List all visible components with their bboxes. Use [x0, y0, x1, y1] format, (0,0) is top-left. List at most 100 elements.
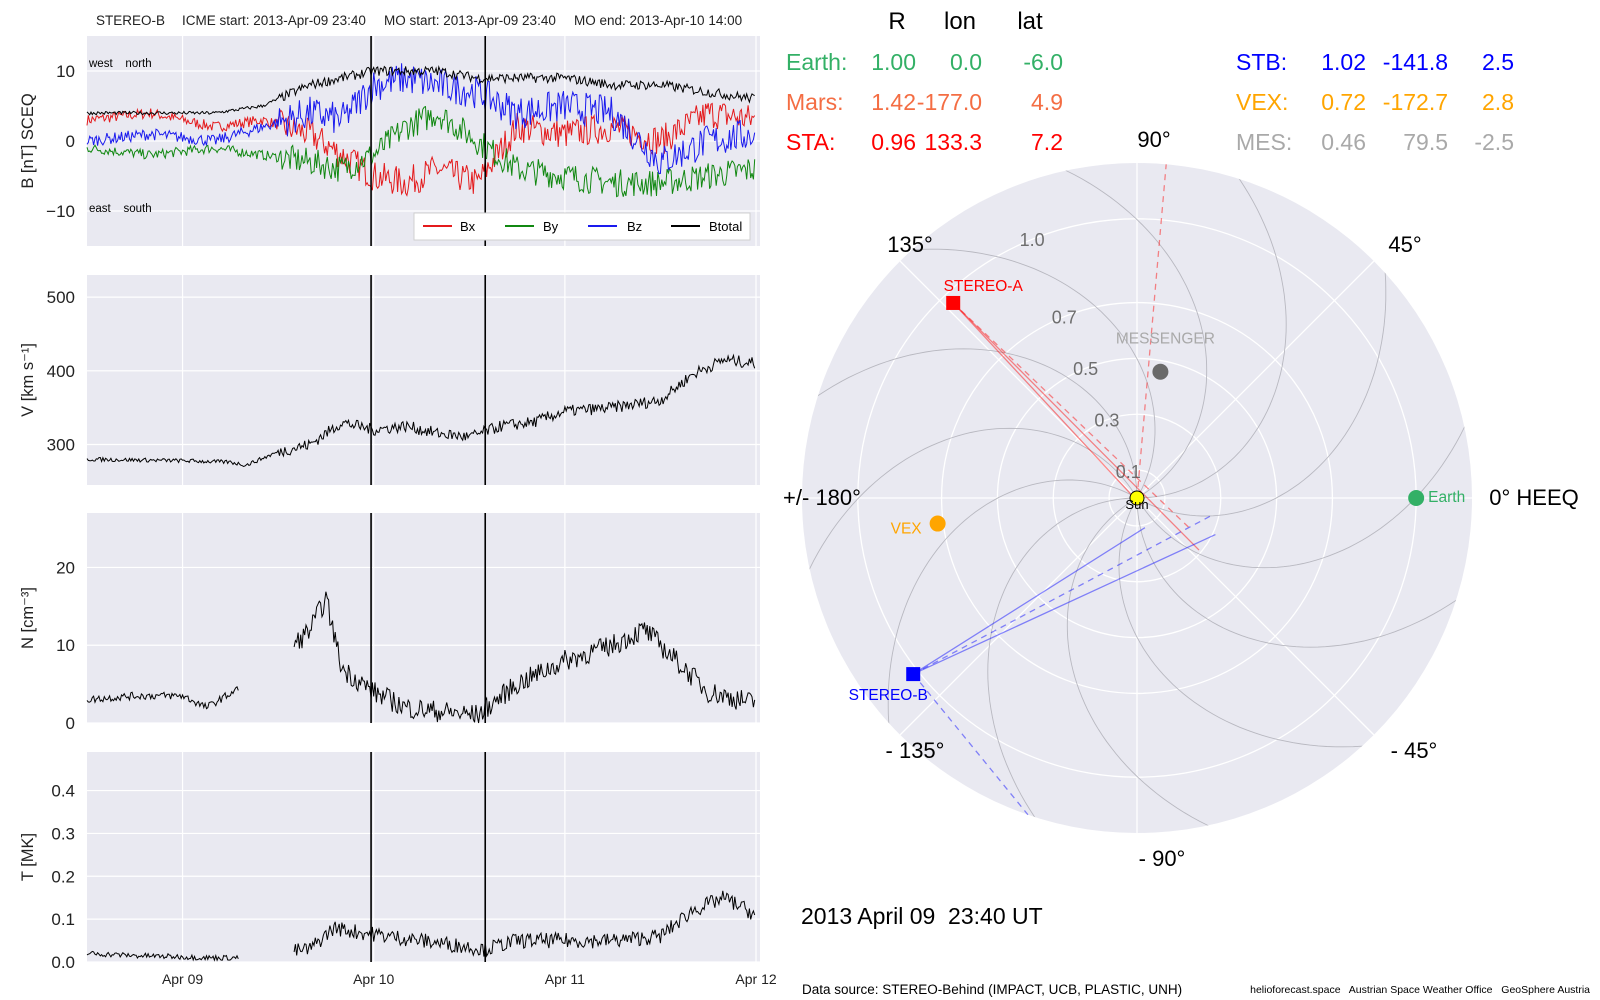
legend: Bx By Bz Btotal — [413, 212, 751, 241]
radial-tick-label: 1.0 — [1020, 230, 1045, 250]
x-axis: Apr 09 Apr 10 Apr 11 Apr 12 — [162, 971, 777, 987]
angular-gridline — [899, 260, 1138, 499]
y-tick-label: −10 — [46, 202, 75, 221]
angle-label: +/- 180° — [783, 485, 861, 510]
sta-fov-line — [952, 302, 1200, 551]
mes-label: MESSENGER — [1116, 331, 1215, 348]
table-label-mars: Mars: — [786, 89, 844, 115]
polar-plot: 0.1 0.3 0.5 0.7 1.0 0° HEEQ 45° 90° 135° +/- 180°… — [783, 127, 1579, 871]
stb-marker — [906, 667, 921, 682]
table-lat-vex: 2.8 — [1482, 89, 1514, 115]
table-r-mes: 0.46 — [1321, 129, 1366, 155]
table-r-vex: 0.72 — [1321, 89, 1366, 115]
timestamp: 2013 April 09 23:40 UT — [801, 903, 1043, 929]
table-lat-mes: -2.5 — [1474, 129, 1514, 155]
y-axis-label: V [km s⁻¹] — [19, 343, 37, 417]
panel-background — [87, 752, 760, 962]
table-lat-stb: 2.5 — [1482, 49, 1514, 75]
angular-gridline — [1136, 497, 1375, 736]
y-tick-label: 20 — [56, 558, 75, 577]
y-tick-label: 500 — [47, 288, 75, 307]
position-table: R lon lat Earth: 1.00 0.0 -6.0 Mars: 1.42 -177… — [786, 8, 1514, 155]
panel-temperature: 0.0 0.1 0.2 0.3 0.4 T [MK] — [19, 752, 760, 972]
radial-tick-label: 0.5 — [1073, 359, 1098, 379]
x-tick-label: Apr 11 — [545, 971, 585, 987]
parker-spiral-line — [1066, 497, 1446, 833]
legend-label-by: By — [543, 219, 559, 234]
x-tick-label: Apr 09 — [162, 971, 203, 987]
panel-speed: 300 400 500 V [km s⁻¹] — [19, 275, 760, 485]
y-tick-label: 0.2 — [51, 867, 75, 886]
y-tick-label: 0.0 — [51, 953, 75, 972]
y-tick-label: 10 — [56, 636, 75, 655]
table-r-sta: 0.96 — [871, 129, 916, 155]
y-tick-label: 0.4 — [51, 782, 75, 801]
header-mo-start: MO start: 2013-Apr-09 23:40 — [384, 13, 556, 28]
table-lon-earth: 0.0 — [950, 49, 982, 75]
table-r-stb: 1.02 — [1321, 49, 1366, 75]
panel-background — [87, 513, 760, 723]
sun-marker — [1129, 490, 1145, 506]
credits: helioforecast.space Austrian Space Weath… — [1250, 984, 1590, 996]
angle-label: - 90° — [1139, 846, 1186, 871]
angular-gridline — [1136, 260, 1375, 499]
series-line-btotal — [86, 64, 755, 116]
parker-spiral-line — [828, 163, 1208, 499]
table-lat-earth: -6.0 — [1023, 49, 1063, 75]
header-mo-end: MO end: 2013-Apr-10 14:00 — [574, 13, 742, 28]
x-tick-label: Apr 12 — [735, 971, 776, 987]
parker-spiral-line — [1046, 163, 1287, 499]
series-line-by — [86, 105, 756, 198]
table-lat-mars: 4.9 — [1031, 89, 1063, 115]
y-axis-label: T [MK] — [19, 833, 37, 881]
x-tick-label: Apr 10 — [353, 971, 394, 987]
y-tick-label: 400 — [47, 362, 75, 381]
parker-spiral-line — [802, 427, 1138, 807]
data-source: Data source: STEREO-Behind (IMPACT, UCB,… — [802, 982, 1182, 997]
y-tick-label: 10 — [56, 62, 75, 81]
parker-spiral-line — [987, 497, 1228, 833]
panel-magnetic-field: −10 0 10 B [nT] SCEQ — [19, 36, 760, 246]
y-tick-label: 0 — [66, 132, 75, 151]
table-header-lon: lon — [944, 8, 976, 35]
angle-label: - 135° — [886, 738, 945, 763]
stb-fov-line — [912, 533, 1216, 675]
angle-label: 90° — [1137, 127, 1170, 152]
y-axis-label: N [cm⁻³] — [19, 587, 37, 649]
angle-label: - 45° — [1391, 738, 1438, 763]
table-r-earth: 1.00 — [871, 49, 916, 75]
table-lon-sta: 133.3 — [924, 129, 982, 155]
series-line-bx — [86, 102, 756, 197]
table-label-earth: Earth: — [786, 49, 847, 75]
header-icme-start: ICME start: 2013-Apr-09 23:40 — [182, 13, 366, 28]
series-line-v — [86, 353, 756, 468]
mes-marker — [1152, 363, 1169, 380]
vex-label: VEX — [891, 521, 923, 538]
sun-label: Sun — [1125, 497, 1148, 512]
panel-density: 0 10 20 N [cm⁻³] — [19, 513, 760, 733]
time-series-panels: −10 0 10 B [nT] SCEQ 300 400 500 V [km s⁻¹] 0 10 2… — [19, 36, 777, 987]
panel-background — [87, 275, 760, 485]
sta-label: STEREO-A — [944, 278, 1024, 295]
stb-fov-center-line — [912, 515, 1211, 675]
stb-fov-line — [912, 527, 1146, 675]
header-spacecraft: STEREO-B — [96, 13, 165, 28]
legend-label-bz: Bz — [627, 219, 642, 234]
y-tick-label: 0 — [66, 714, 75, 733]
legend-label-bx: Bx — [460, 219, 476, 234]
table-label-vex: VEX: — [1236, 89, 1288, 115]
table-header-r: R — [888, 8, 905, 35]
table-lon-mes: 79.5 — [1403, 129, 1448, 155]
parker-spirals — [802, 163, 1472, 833]
radial-tick-label: 0.7 — [1052, 307, 1077, 327]
parker-spiral-line — [1136, 189, 1472, 569]
angle-label: 135° — [887, 232, 933, 257]
parker-spiral-line — [1136, 407, 1472, 648]
annotation-east-south: east south — [89, 203, 152, 215]
parker-spiral-line — [802, 348, 1138, 589]
y-tick-label: 300 — [47, 435, 75, 454]
y-axis-label: B [nT] SCEQ — [19, 93, 37, 189]
vex-marker — [929, 515, 946, 532]
stb-direction-line — [912, 673, 1029, 816]
